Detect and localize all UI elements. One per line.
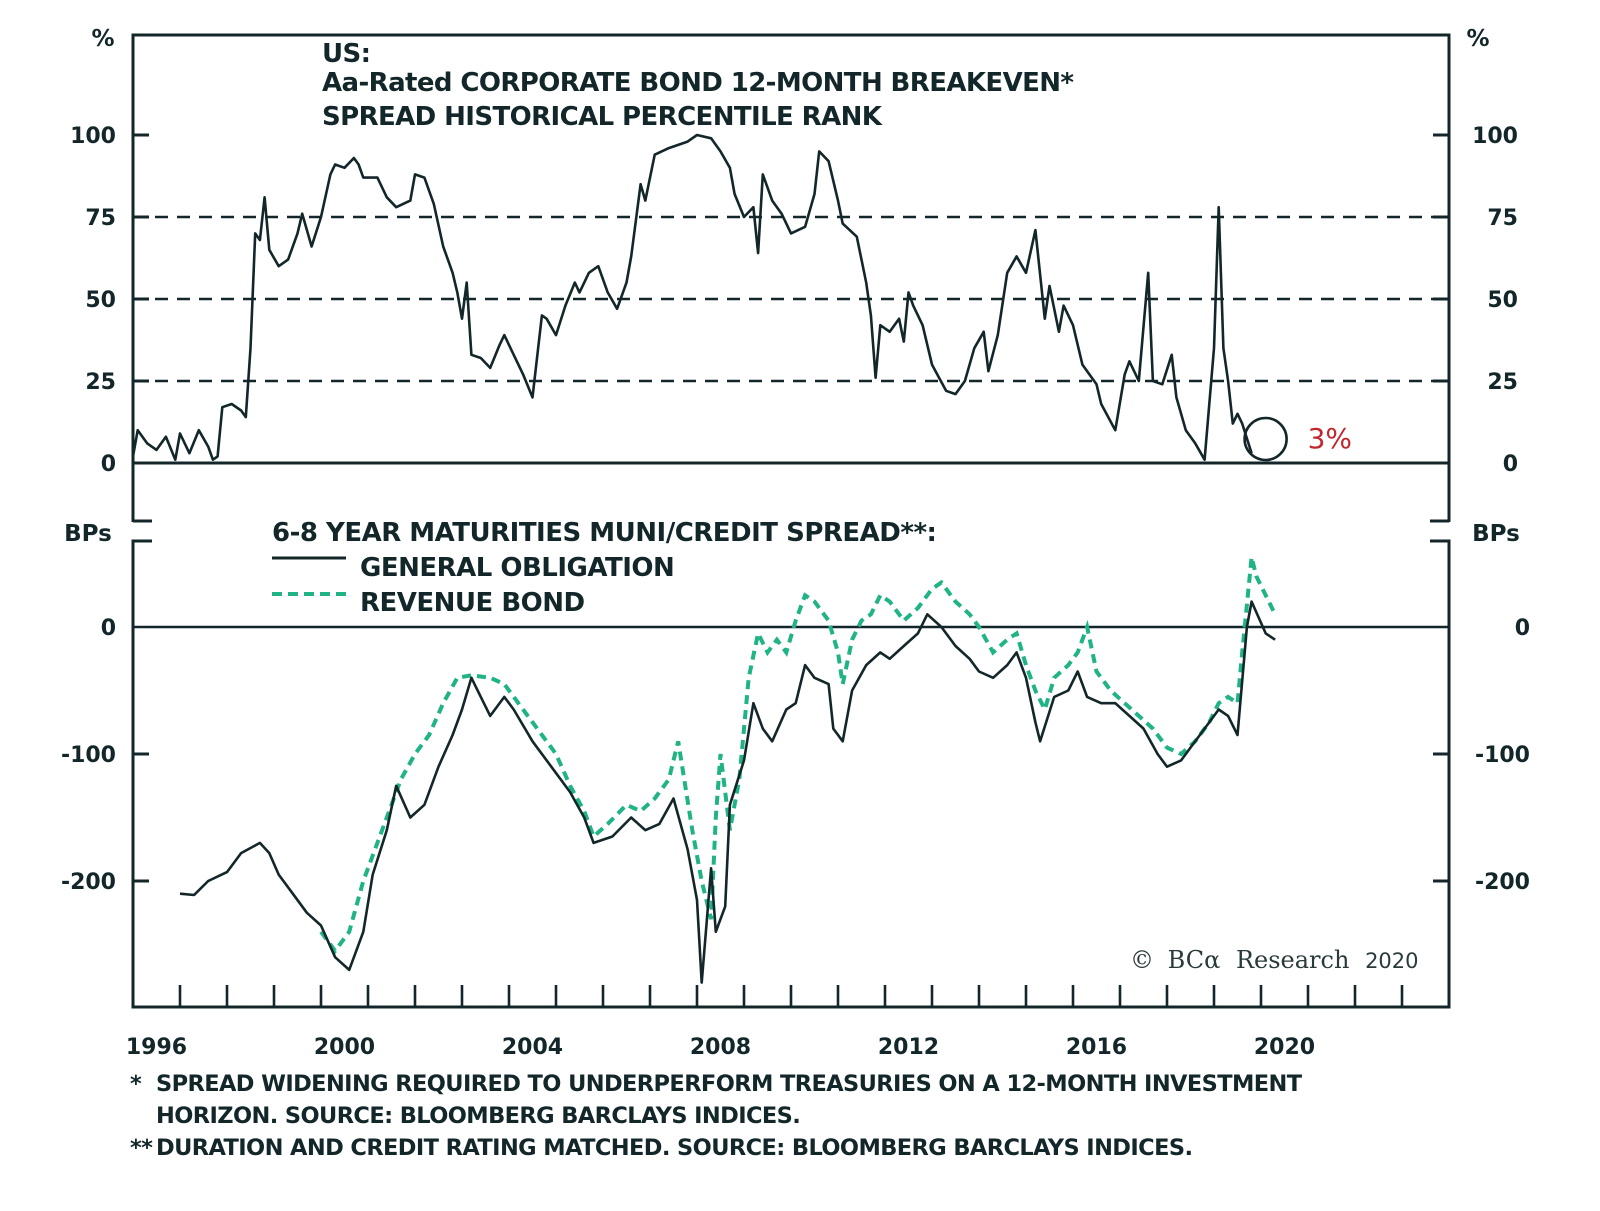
right-ytick-label--100: -100 — [1475, 743, 1530, 768]
bottom-panel-title: 6-8 YEAR MATURITIES MUNI/CREDIT SPREAD**… — [272, 518, 936, 548]
bottom-left-unit-label: BPs — [64, 521, 112, 547]
footnote-1-line-2: HORIZON. SOURCE: BLOOMBERG BARCLAYS INDI… — [156, 1103, 801, 1129]
xtick-label-2016: 2016 — [1066, 1035, 1127, 1060]
right-ytick-label-0: 0 — [1515, 616, 1530, 641]
left-ytick-label-25: 25 — [85, 370, 116, 395]
chart-title-line-3: SPREAD HISTORICAL PERCENTILE RANK — [322, 102, 883, 132]
series-line-revenue-bond — [319, 556, 1277, 955]
footnote-1-line-1: SPREAD WIDENING REQUIRED TO UNDERPERFORM… — [156, 1071, 1302, 1097]
top-panel-frame — [131, 33, 1451, 522]
footnote-2-line-1: DURATION AND CREDIT RATING MATCHED. SOUR… — [156, 1135, 1193, 1161]
right-ytick-label-75: 75 — [1487, 206, 1518, 231]
xtick-label-2000: 2000 — [314, 1035, 375, 1060]
chart-title-line-1: US: — [322, 39, 370, 69]
left-ytick-label-50: 50 — [85, 288, 116, 313]
footnote-2-mark: ** — [130, 1135, 153, 1161]
footnote-1: * SPREAD WIDENING REQUIRED TO UNDERPERFOR… — [130, 1068, 1302, 1132]
xtick-label-1996: 1996 — [126, 1035, 187, 1060]
left-ytick-label--100: -100 — [61, 743, 116, 768]
xtick-label-2020: 2020 — [1254, 1035, 1315, 1060]
series-line-percentile-rank — [131, 133, 1253, 461]
top-right-unit-label: % — [1466, 26, 1489, 52]
top-panel: 0 0 25 25 50 50 75 75 100 100 3% % % US: Aa-Rated… — [70, 26, 1518, 523]
xtick-label-2004: 2004 — [502, 1035, 563, 1060]
left-ytick-label-100: 100 — [70, 124, 116, 149]
annotation-label: 3% — [1308, 422, 1352, 455]
brand-logo-text: BCα — [1168, 946, 1221, 974]
copyright-symbol: © — [1130, 946, 1154, 974]
bottom-panel-frame — [131, 539, 1451, 1009]
annotation-circle — [1243, 416, 1288, 462]
right-ytick-label-0: 0 — [1503, 452, 1518, 477]
copyright-credit: © BCα Research 2020 — [1130, 946, 1419, 974]
left-ytick-label--200: -200 — [61, 870, 116, 895]
left-ytick-label-0: 0 — [101, 452, 116, 477]
right-ytick-label-50: 50 — [1487, 288, 1518, 313]
chart-title-line-2: Aa-Rated CORPORATE BOND 12-MONTH BREAKEV… — [322, 68, 1074, 98]
x-axis: 1996 2000 2004 2008 2012 2016 2020 — [126, 985, 1404, 1060]
top-left-unit-label: % — [91, 26, 114, 52]
bottom-panel: -200 -200 -100 -100 0 0 BPs BPs 6-8 YEAR MATU… — [61, 518, 1530, 1009]
xtick-label-2012: 2012 — [878, 1035, 939, 1060]
footnote-1-mark: * — [130, 1071, 142, 1097]
left-ytick-label-75: 75 — [85, 206, 116, 231]
footnote-2: ** DURATION AND CREDIT RATING MATCHED. SO… — [130, 1132, 1193, 1164]
right-ytick-label--200: -200 — [1475, 870, 1530, 895]
right-ytick-label-100: 100 — [1472, 124, 1518, 149]
bottom-right-unit-label: BPs — [1472, 521, 1520, 547]
legend-label-revenue-bond: REVENUE BOND — [360, 588, 585, 618]
legend-label-general-obligation: GENERAL OBLIGATION — [360, 553, 674, 583]
series-line-general-obligation — [179, 600, 1276, 984]
xtick-label-2008: 2008 — [690, 1035, 751, 1060]
brand-name: Research — [1236, 946, 1349, 974]
legend: GENERAL OBLIGATION REVENUE BOND — [272, 553, 675, 618]
credit-year: 2020 — [1365, 949, 1418, 973]
left-ytick-label-0: 0 — [101, 616, 116, 641]
right-ytick-label-25: 25 — [1487, 370, 1518, 395]
